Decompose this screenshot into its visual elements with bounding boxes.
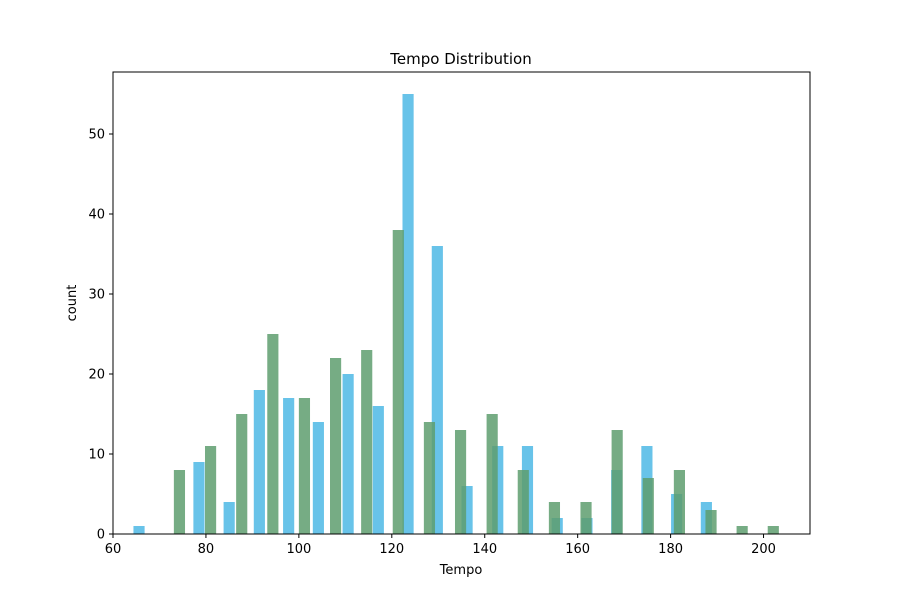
histogram-bar: [402, 94, 414, 534]
histogram-bar: [486, 414, 498, 534]
y-axis: 0 10 20 30 40 50: [88, 128, 113, 543]
x-tick-label: 60: [105, 542, 122, 557]
histogram-bar: [372, 406, 384, 534]
histogram-bar: [736, 526, 748, 534]
y-tick-label: 10: [88, 448, 105, 463]
histogram-bar: [283, 398, 295, 534]
histogram-bar: [461, 486, 473, 534]
histogram-bar: [330, 358, 342, 534]
series-0: [133, 94, 712, 534]
histogram-bar: [548, 502, 561, 534]
histogram-bar: [173, 470, 186, 534]
histogram-bar: [642, 478, 654, 534]
bars-layer: [133, 94, 779, 534]
y-tick-label: 0: [97, 528, 105, 543]
plot-area-frame: [112, 71, 811, 535]
histogram-bar: [361, 350, 373, 534]
chart-title: Tempo Distribution: [389, 50, 531, 68]
histogram-bar: [423, 422, 436, 534]
histogram-bar: [193, 462, 205, 534]
histogram-bar: [454, 430, 467, 534]
histogram-bar: [705, 510, 717, 534]
histogram-bar: [392, 230, 404, 534]
histogram-bar: [205, 446, 217, 534]
x-tick-label: 180: [658, 542, 683, 557]
histogram-bar: [492, 446, 504, 534]
y-tick-label: 30: [88, 288, 105, 303]
histogram-bar: [133, 526, 145, 534]
histogram-bar: [253, 390, 265, 534]
histogram-bar: [236, 414, 248, 534]
histogram-bar: [431, 246, 443, 534]
y-tick-label: 20: [88, 368, 105, 383]
x-tick-label: 120: [379, 542, 404, 557]
y-tick-label: 40: [88, 208, 105, 223]
histogram-bar: [342, 374, 354, 534]
y-axis-label: count: [65, 285, 80, 322]
histogram-bar: [767, 526, 779, 534]
x-tick-label: 160: [565, 542, 590, 557]
histogram-bar: [312, 422, 324, 534]
histogram-bar: [580, 502, 592, 534]
x-tick-label: 100: [286, 542, 311, 557]
histogram-bar: [673, 470, 685, 534]
x-axis: 60 80 100 120 140 160 180 200: [105, 534, 776, 557]
histogram-bar: [267, 334, 279, 534]
histogram-bar: [298, 398, 311, 534]
x-tick-label: 140: [472, 542, 497, 557]
x-tick-label: 80: [198, 542, 215, 557]
histogram-bar: [611, 430, 623, 534]
x-axis-label: Tempo: [439, 563, 483, 578]
y-tick-label: 50: [88, 128, 105, 143]
series-1: [173, 230, 779, 534]
histogram-bar: [223, 502, 235, 534]
x-tick-label: 200: [751, 542, 776, 557]
histogram-bar: [517, 470, 529, 534]
